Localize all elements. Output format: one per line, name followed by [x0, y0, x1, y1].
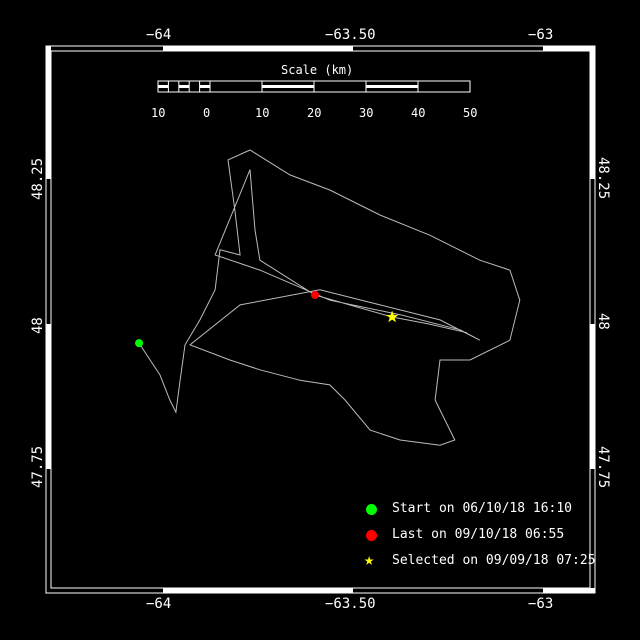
red-dot-icon — [366, 530, 377, 541]
scale-segment — [178, 85, 190, 88]
legend-last-label: Last on 09/10/18 06:55 — [392, 527, 565, 542]
selected-star-marker — [386, 310, 399, 323]
lon-tick-top-2: −63 — [528, 27, 554, 43]
frame-segment — [543, 46, 595, 51]
lon-tick-bottom-0: −64 — [146, 596, 172, 612]
frame-segment — [590, 46, 595, 179]
lat-tick-right-1: 48 — [595, 313, 611, 330]
scale-segment — [199, 85, 210, 88]
lon-tick-top-1: −63.50 — [325, 27, 376, 43]
scale-label: 10 — [255, 106, 270, 120]
lon-tick-bottom-1: −63.50 — [325, 596, 376, 612]
lat-tick-right-0: 48.25 — [595, 157, 611, 200]
green-dot-icon — [366, 504, 377, 515]
scale-label: 20 — [307, 106, 322, 120]
frame-segment — [46, 324, 51, 469]
scale-label: 30 — [359, 106, 374, 120]
legend-start-label: Start on 06/10/18 16:10 — [392, 501, 573, 516]
scale-label: 10 — [151, 106, 166, 120]
lat-tick-left-1: 48 — [30, 317, 46, 334]
frame-segment — [163, 46, 353, 51]
lat-tick-left-2: 47.75 — [30, 445, 46, 488]
scale-segment — [366, 85, 418, 88]
frame-segment — [163, 588, 353, 593]
scale-bar — [157, 80, 471, 93]
yellow-star-icon: ★ — [364, 550, 375, 570]
legend-selected-label: Selected on 09/09/18 07:25 — [392, 553, 596, 568]
lon-tick-bottom-2: −63 — [528, 596, 554, 612]
scale-label: 50 — [463, 106, 478, 120]
lon-tick-top-0: −64 — [146, 27, 172, 43]
track-line — [138, 149, 521, 446]
start-marker — [135, 339, 144, 348]
scale-segment — [158, 85, 169, 88]
scale-segment — [262, 85, 314, 88]
lat-tick-right-2: 47.75 — [595, 446, 611, 489]
frame-segment — [543, 588, 595, 593]
lat-tick-left-0: 48.25 — [30, 157, 46, 200]
scale-label: 0 — [203, 106, 211, 120]
last-marker — [311, 291, 319, 299]
map-frame — [45, 45, 596, 594]
frame-segment — [46, 46, 51, 179]
scale-label: 40 — [411, 106, 426, 120]
scale-bar-title: Scale (km) — [281, 63, 354, 77]
frame-segment — [590, 324, 595, 469]
